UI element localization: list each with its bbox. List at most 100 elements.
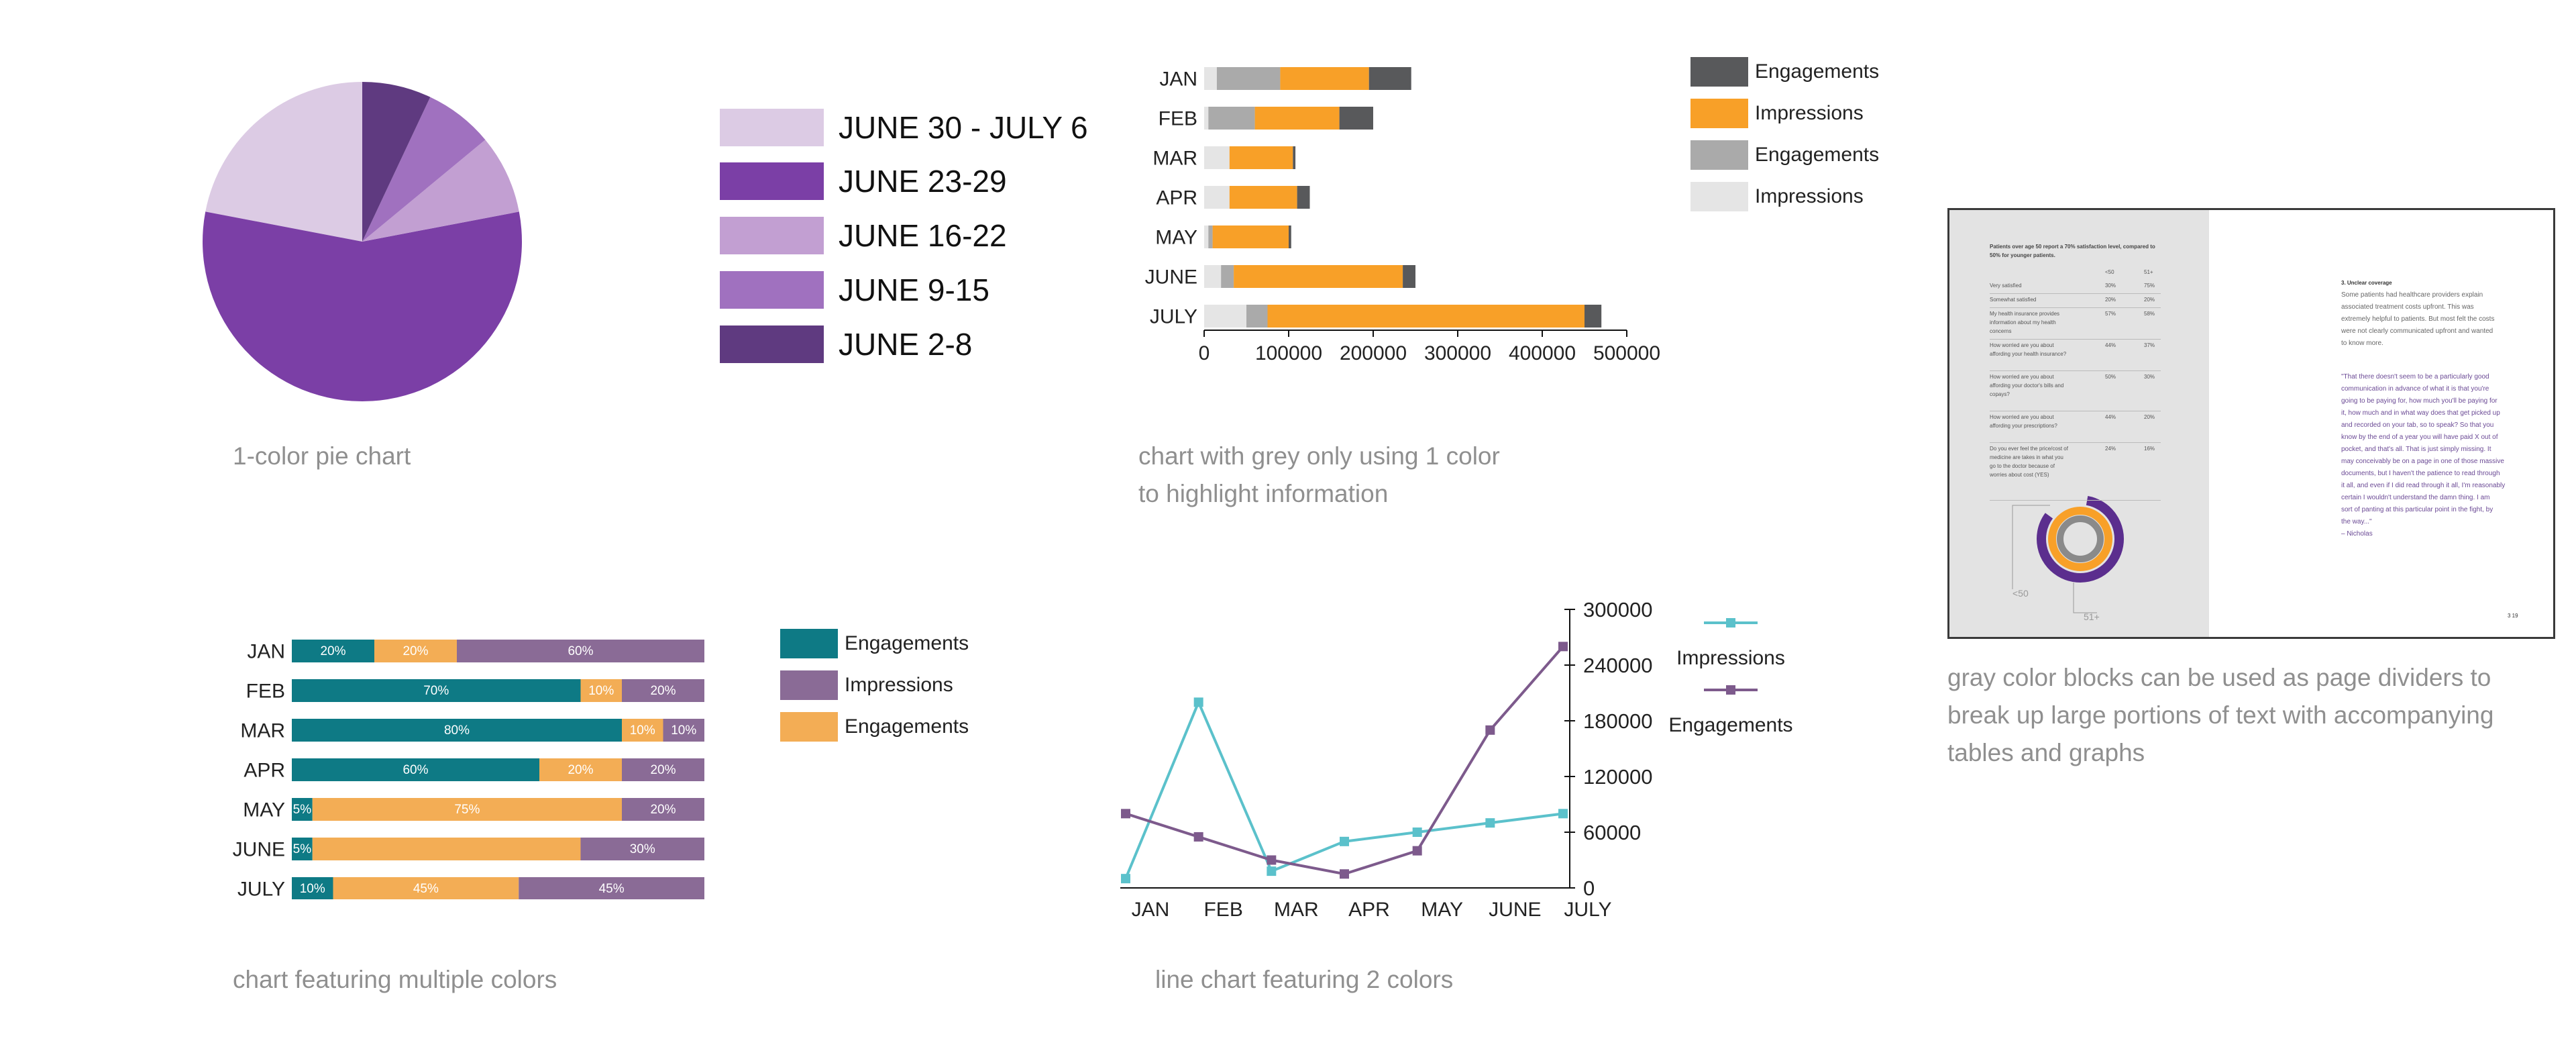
data-label: 45% xyxy=(413,882,439,896)
donut-ring-middle xyxy=(2048,507,2112,571)
table-col-head: 51+ xyxy=(2144,269,2153,275)
doc-quote-line: going to be paying for, how much you'll … xyxy=(2341,397,2498,405)
bar-segment xyxy=(580,679,622,702)
table-cell: 30% xyxy=(2105,283,2116,289)
table-cell: 30% xyxy=(2144,374,2155,380)
doc-quote-line: and recorded on your tab, so to speak? S… xyxy=(2341,421,2494,429)
pie-chart xyxy=(203,82,522,401)
category-label: JAN xyxy=(1159,68,1197,91)
data-point xyxy=(1340,869,1349,879)
category-label: MAY xyxy=(243,799,285,821)
donut-label: 51+ xyxy=(2084,611,2100,622)
x-tick-label: JAN xyxy=(1132,899,1170,919)
bar-segment xyxy=(292,719,622,742)
doc-quote-line: pocket, and that's all. That is just sim… xyxy=(2341,446,2491,453)
data-point xyxy=(1412,828,1422,837)
table-cell: 20% xyxy=(2144,297,2155,303)
category-label: APR xyxy=(244,760,285,782)
category-label: JULY xyxy=(1150,306,1197,328)
table-rule xyxy=(1990,370,2161,371)
x-tick-label: MAY xyxy=(1421,899,1463,919)
table-rule xyxy=(1990,442,2161,443)
doc-quote-line: the way..." xyxy=(2341,518,2372,525)
bar-segment xyxy=(1229,186,1297,209)
bar-segment xyxy=(1208,225,1213,248)
y-tick-label: 300000 xyxy=(1583,598,1652,621)
table-rule xyxy=(1990,500,2161,501)
bar-segment xyxy=(333,877,519,899)
x-tick-label: 400000 xyxy=(1509,342,1576,364)
bar-segment xyxy=(1204,146,1230,169)
bar-segment xyxy=(580,838,704,860)
pie-legend-item: JUNE 2-8 xyxy=(720,325,972,363)
data-point xyxy=(1340,836,1349,846)
caption-line: tables and graphs xyxy=(1947,739,2145,766)
table-rule xyxy=(1990,293,2161,294)
pie-legend-item: JUNE 16-22 xyxy=(720,217,1007,254)
x-tick-label: 300000 xyxy=(1424,342,1491,364)
caption-line: to highlight information xyxy=(1138,480,1389,507)
bar-segment xyxy=(539,758,622,781)
x-tick-label: 500000 xyxy=(1593,342,1660,364)
bar-segment xyxy=(622,758,704,781)
table-row-label: Do you ever feel the price/cost of medic… xyxy=(1990,446,2068,478)
grey-legend-item: Engagements xyxy=(1690,57,1879,87)
donut-ring-inner xyxy=(2057,515,2104,562)
y-tick-label: 180000 xyxy=(1583,709,1652,733)
table-row-label: Very satisfied xyxy=(1990,283,2022,289)
legend-label: Engagements xyxy=(845,715,969,738)
bar-segment xyxy=(1221,265,1234,288)
pie-slice xyxy=(362,82,431,242)
bar-segment xyxy=(1293,146,1296,169)
legend-swatch xyxy=(1690,140,1748,170)
data-label: 60% xyxy=(568,644,593,658)
bar-segment xyxy=(1246,305,1268,328)
donut-leader-line xyxy=(2012,505,2050,589)
bar-segment xyxy=(1208,107,1255,130)
data-point xyxy=(1193,832,1203,842)
doc-quote-line: communication in advance of what it is t… xyxy=(2341,385,2489,393)
doc-quote-line: may conceivably be on a page in one of t… xyxy=(2341,458,2504,465)
legend-label: JUNE 2-8 xyxy=(839,327,973,362)
series-line xyxy=(1124,699,1564,879)
legend-marker xyxy=(1726,685,1735,695)
grey-legend-item: Impressions xyxy=(1690,182,1864,211)
data-point xyxy=(1558,809,1568,819)
data-label: 5% xyxy=(293,803,312,817)
legend-swatch xyxy=(720,109,824,146)
bar-segment xyxy=(1289,225,1291,248)
legend-label: Engagements xyxy=(845,632,969,654)
data-label: 20% xyxy=(320,644,345,658)
data-label: 20% xyxy=(650,803,676,817)
bar-segment xyxy=(1254,107,1340,130)
caption-line: chart featuring multiple colors xyxy=(233,966,557,993)
bar-segment xyxy=(292,758,539,781)
grey-legend-item: Engagements xyxy=(1690,140,1879,170)
document-thumbnail: Patients over age 50 report a 70% satisf… xyxy=(1947,208,2555,639)
bar-segment xyxy=(292,877,333,899)
data-label: 20% xyxy=(650,684,676,698)
table-row-label: My health insurance provides information… xyxy=(1990,311,2060,334)
data-label: 5% xyxy=(293,842,312,856)
data-label: 10% xyxy=(630,723,655,738)
y-tick-label: 120000 xyxy=(1583,765,1652,789)
y-tick-label: 0 xyxy=(1583,876,1595,900)
legend-swatch xyxy=(1690,57,1748,87)
legend-swatch xyxy=(720,325,824,363)
pie-legend-item: JUNE 23-29 xyxy=(720,162,1007,200)
data-label: 80% xyxy=(444,723,470,738)
table-row-label: How worried are you about affording your… xyxy=(1990,342,2067,357)
bar-segment xyxy=(292,679,581,702)
caption-line: line chart featuring 2 colors xyxy=(1155,966,1454,993)
doc-quote-line: know by the end of a year you will have … xyxy=(2341,434,2498,441)
data-point xyxy=(1558,642,1568,652)
bar-segment xyxy=(1204,186,1230,209)
legend-label: Impressions xyxy=(845,674,953,696)
x-tick-label: JULY xyxy=(1564,899,1611,919)
pie-slice xyxy=(203,211,522,401)
legend-swatch xyxy=(780,670,838,700)
table-row-label: Somewhat satisfied xyxy=(1990,297,2037,303)
data-point xyxy=(1267,866,1277,876)
doc-paragraph-line: Some patients had healthcare providers e… xyxy=(2341,291,2483,299)
bar-segment xyxy=(622,798,704,821)
